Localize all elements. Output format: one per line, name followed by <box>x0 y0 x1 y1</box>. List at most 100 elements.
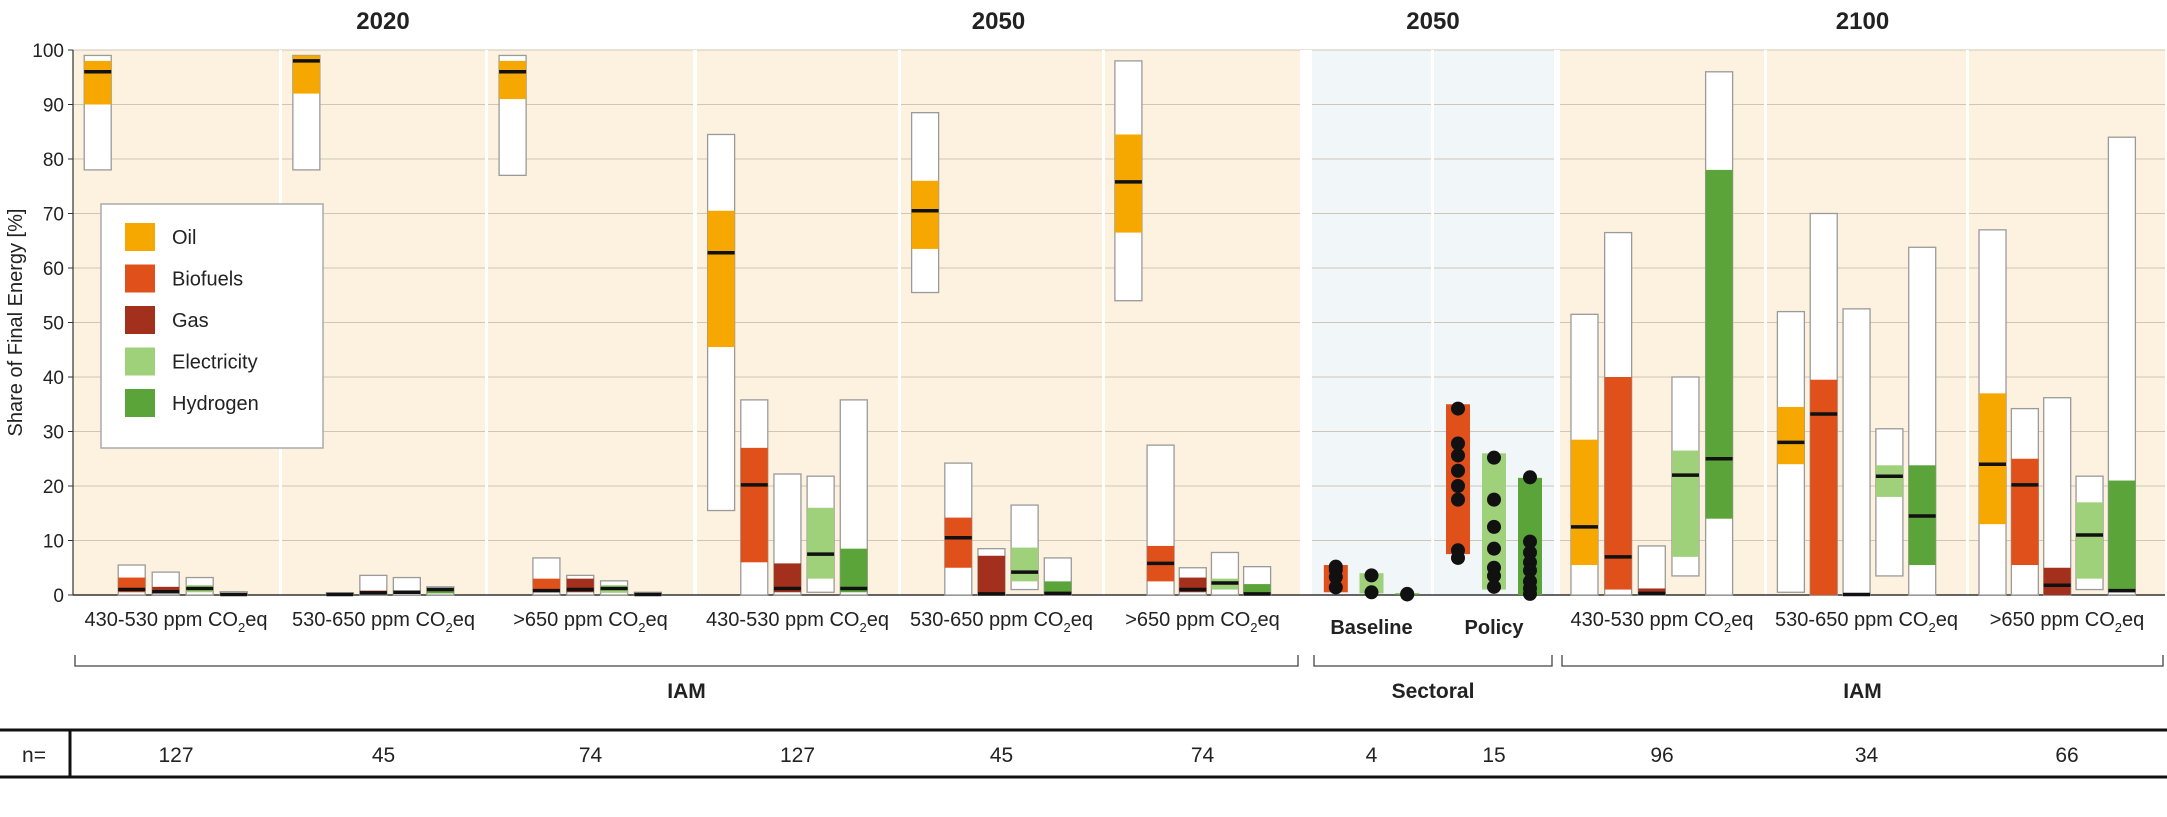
n-value: 127 <box>780 744 815 767</box>
electricity-data-point <box>1487 519 1501 534</box>
group-bracket <box>74 655 1299 667</box>
panel-separator <box>1966 50 1969 595</box>
electricity-data-point <box>1364 568 1379 583</box>
legend-label-gas: Gas <box>172 310 209 332</box>
panel-separator <box>693 50 697 595</box>
panel-separator <box>485 50 488 595</box>
panel-separator <box>1300 50 1312 595</box>
hydrogen-data-point <box>1523 545 1537 560</box>
y-tick-label: 20 <box>43 477 64 498</box>
biofuels-bar <box>740 447 768 563</box>
n-value: 45 <box>990 744 1013 767</box>
legend-label-oil: Oil <box>172 227 196 249</box>
electricity-bar <box>1671 450 1699 557</box>
hydrogen-bar <box>1705 169 1733 519</box>
oil-bar <box>1570 439 1598 566</box>
scenario-label: 530-650 ppm CO2eq <box>910 609 1093 635</box>
n-value: 45 <box>372 744 395 767</box>
y-tick-label: 100 <box>32 41 64 62</box>
year-label: 2050 <box>972 8 1025 35</box>
electricity-data-point <box>1487 450 1501 465</box>
biofuels-bar <box>944 517 972 568</box>
biofuels-bar <box>2011 458 2039 566</box>
n-label: n= <box>22 744 46 767</box>
oil-bar <box>911 180 939 249</box>
y-tick-label: 30 <box>43 423 64 444</box>
year-label: 2100 <box>1836 8 1889 35</box>
hydrogen-data-point <box>1400 587 1415 602</box>
n-value: 34 <box>1855 744 1879 767</box>
n-value: 127 <box>158 744 193 767</box>
n-value: 4 <box>1366 744 1378 767</box>
gas-bar <box>977 555 1005 595</box>
hydrogen-data-point <box>1523 586 1537 601</box>
n-value: 15 <box>1482 744 1505 767</box>
group-label: IAM <box>667 680 706 703</box>
electricity-data-point <box>1487 568 1501 583</box>
scenario-label: 430-530 ppm CO2eq <box>1571 609 1754 635</box>
group-label: IAM <box>1843 680 1882 703</box>
gas-range-box <box>2043 397 2072 596</box>
panel-separator <box>1102 50 1105 595</box>
electricity-bar <box>1011 547 1039 582</box>
hydrogen-bar <box>2108 480 2136 593</box>
gas-range-box <box>359 574 388 596</box>
biofuels-bar <box>532 578 560 593</box>
biofuels-data-point <box>1451 479 1465 493</box>
hydrogen-bar <box>840 548 868 593</box>
group-bracket <box>1313 655 1553 667</box>
biofuels-data-point <box>1451 550 1465 565</box>
y-axis-label: Share of Final Energy [%] <box>5 209 27 437</box>
panel-separator <box>1554 50 1560 595</box>
biofuels-data-point <box>1328 570 1343 585</box>
hydrogen-data-point <box>1523 534 1537 549</box>
scenario-label: 530-650 ppm CO2eq <box>1775 609 1958 635</box>
legend-swatch-electricity <box>125 347 155 376</box>
panel-separator <box>898 50 901 595</box>
biofuels-data-point <box>1451 492 1465 507</box>
y-tick-label: 90 <box>43 96 64 117</box>
legend-swatch-hydrogen <box>125 389 155 417</box>
biofuels-data-point <box>1451 436 1465 451</box>
year-label: 2050 <box>1406 8 1459 35</box>
legend-swatch-biofuels <box>125 264 155 293</box>
n-value: 74 <box>1191 744 1215 767</box>
biofuels-data-point <box>1451 463 1465 478</box>
electricity-range-box <box>1875 428 1904 577</box>
panel-separator <box>1764 50 1767 595</box>
electricity-data-point <box>1487 541 1501 556</box>
electricity-data-point <box>1364 585 1379 600</box>
electricity-bar <box>807 507 835 579</box>
n-value: 96 <box>1650 744 1673 767</box>
y-tick-label: 80 <box>43 150 64 171</box>
scenario-label: Baseline <box>1330 617 1412 639</box>
scenario-label: >650 ppm CO2eq <box>513 609 668 635</box>
gas-bar <box>2043 567 2071 595</box>
electricity-data-point <box>1487 492 1501 507</box>
hydrogen-data-point <box>1523 563 1537 578</box>
hydrogen-data-point <box>1523 470 1537 485</box>
legend-label-electricity: Electricity <box>172 352 258 374</box>
year-label: 2020 <box>356 8 409 35</box>
oil-bar <box>707 210 735 348</box>
gas-range-box <box>1637 545 1666 596</box>
y-tick-label: 50 <box>43 314 64 335</box>
biofuels-data-point <box>1451 448 1465 463</box>
group-label: Sectoral <box>1392 680 1475 703</box>
oil-bar <box>84 60 112 105</box>
oil-bar <box>1979 393 2007 525</box>
scenario-label: 530-650 ppm CO2eq <box>292 609 475 635</box>
y-tick-label: 70 <box>43 205 64 226</box>
biofuels-bar <box>1810 379 1838 595</box>
hydrogen-bar <box>1044 581 1072 595</box>
panel-separator <box>1431 50 1434 595</box>
electricity-bar <box>1875 465 1903 497</box>
gas-range-box <box>1842 308 1871 596</box>
oil-bar <box>1777 406 1805 465</box>
hydrogen-bar <box>1243 584 1271 595</box>
scenario-label: >650 ppm CO2eq <box>1990 609 2145 635</box>
scenario-label: Policy <box>1465 617 1525 639</box>
n-value: 74 <box>579 744 603 767</box>
